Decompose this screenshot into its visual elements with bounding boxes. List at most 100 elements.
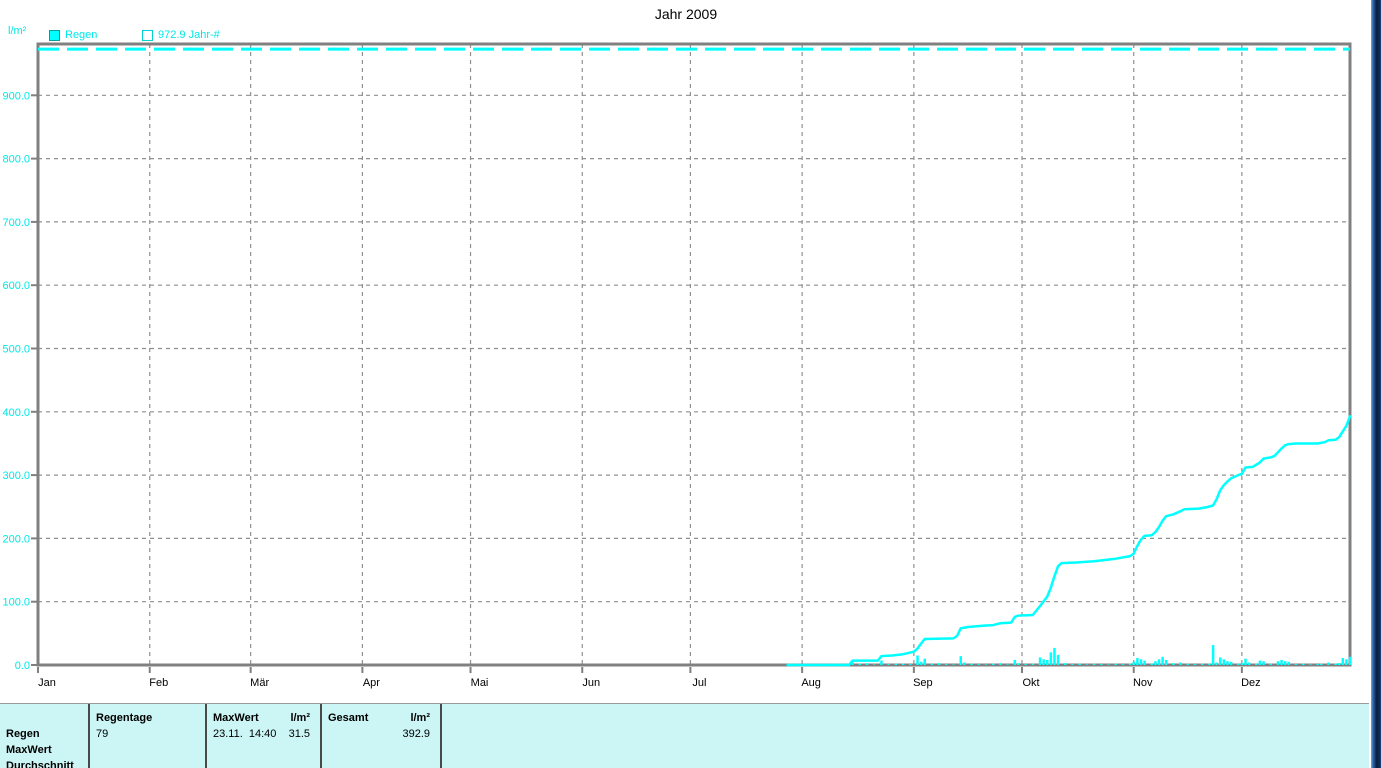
chart-title: Jahr 2009 <box>654 6 718 22</box>
rain-bar <box>1348 656 1352 665</box>
rain-bar <box>1150 663 1154 665</box>
rain-bar <box>916 655 919 665</box>
legend-item-regen[interactable]: Regen <box>49 29 97 41</box>
col-header: Gesamt <box>328 712 369 724</box>
rain-bar <box>1132 661 1136 665</box>
col-header: Regentage <box>96 712 153 724</box>
rain-bar <box>1092 663 1096 665</box>
table-col-maxwert: MaxWert l/m² 23.11. 14:40 31.5 <box>205 704 320 768</box>
rain-bar <box>1161 656 1164 665</box>
rain-bar <box>923 658 926 665</box>
rain-bar <box>1316 664 1319 665</box>
rain-bar <box>1334 663 1337 665</box>
rain-bar <box>894 663 898 665</box>
table-col-empty <box>440 704 1369 768</box>
rain-bar <box>1219 657 1222 665</box>
month-label: Jun <box>582 677 600 689</box>
rain-bar <box>1038 657 1042 665</box>
y-tick-label: 100.0 <box>2 597 30 609</box>
rain-bar <box>1031 663 1035 665</box>
row-label-regen: Regen <box>6 728 40 740</box>
rain-bar <box>1053 647 1056 665</box>
rain-bar <box>1280 659 1283 665</box>
rain-bar <box>1208 663 1211 665</box>
rain-bar <box>1258 660 1262 665</box>
rain-bar <box>858 663 862 665</box>
rain-bar <box>1193 664 1197 665</box>
y-tick-label: 600.0 <box>2 280 30 292</box>
y-axis-unit-label: l/m² <box>8 25 27 37</box>
rain-bar <box>1046 659 1049 665</box>
y-tick-label: 400.0 <box>2 407 30 419</box>
rain-bar <box>1327 662 1330 665</box>
rain-bar <box>1100 664 1103 665</box>
y-tick-label: 200.0 <box>2 533 30 545</box>
legend-swatch-outline-icon <box>142 29 153 41</box>
row-label-maxwert: MaxWert <box>6 744 52 756</box>
rain-bar <box>970 663 973 665</box>
col-value-right: 31.5 <box>288 728 310 740</box>
y-tick-label: 0.0 <box>15 660 30 672</box>
month-label: Apr <box>363 677 380 689</box>
rain-bar <box>1071 664 1074 665</box>
row-label-durchschnitt: Durchschnitt <box>6 760 74 768</box>
rain-bar <box>1064 663 1067 665</box>
rain-bar <box>851 661 854 665</box>
rain-bar <box>1139 659 1143 665</box>
month-label: Mär <box>250 677 269 689</box>
window-right-border <box>1371 0 1381 768</box>
rain-bar <box>1244 658 1247 665</box>
col-unit: l/m² <box>410 712 430 724</box>
legend-label: Regen <box>65 29 98 41</box>
rain-bar <box>1024 664 1027 665</box>
cumulative-rain-line <box>786 415 1352 667</box>
rain-bar <box>1345 659 1348 665</box>
rain-bar <box>952 664 955 665</box>
rain-bar <box>1276 661 1280 665</box>
month-label: Dez <box>1241 677 1261 689</box>
rain-bar <box>1341 658 1345 665</box>
rain-bar <box>873 664 876 665</box>
rain-bar <box>1114 663 1118 665</box>
month-label: Sep <box>913 677 933 689</box>
y-tick-label: 900.0 <box>2 90 30 102</box>
rain-bar <box>1201 663 1204 665</box>
rain-bar <box>1287 661 1291 665</box>
rain-bar <box>865 663 869 665</box>
rain-bar <box>1309 664 1312 665</box>
table-row-labels-column: Regen MaxWert Durchschnitt <box>0 704 88 768</box>
plot-border <box>36 42 1352 667</box>
rain-bar <box>1042 659 1045 665</box>
table-col-gesamt: Gesamt l/m² 392.9 <box>320 704 440 768</box>
col-value: 79 <box>96 728 109 740</box>
rain-bar <box>1143 660 1146 665</box>
rain-bar <box>1269 663 1273 665</box>
col-unit: l/m² <box>290 712 310 724</box>
rain-bar <box>1237 663 1240 665</box>
rain-bar <box>1240 663 1244 665</box>
rain-bar <box>1078 663 1081 665</box>
rain-bar <box>1294 664 1298 665</box>
rain-bar <box>1107 664 1110 665</box>
rain-bar <box>1006 664 1009 665</box>
summary-table: Regen MaxWert Durchschnitt Regentage 79 … <box>0 703 1369 768</box>
rain-bar <box>1337 663 1341 665</box>
month-label: Mai <box>471 677 489 689</box>
col-value: 23.11. 14:40 <box>213 728 277 740</box>
rain-bar <box>1262 661 1265 665</box>
legend-label: 972.9 Jahr-# <box>158 29 220 41</box>
rain-bar <box>1085 664 1089 665</box>
rain-bar <box>1179 662 1182 665</box>
rain-bar <box>1056 654 1060 665</box>
table-col-regentage: Regentage 79 <box>88 704 205 768</box>
col-value-right: 392.9 <box>402 728 430 740</box>
legend-item-jahr-total[interactable]: 972.9 Jahr-# <box>142 29 220 41</box>
rain-bar <box>1247 662 1251 665</box>
rain-bar <box>1319 663 1323 665</box>
rain-bar <box>999 663 1002 665</box>
y-tick-label: 800.0 <box>2 154 30 166</box>
rain-bar <box>1211 645 1215 665</box>
rain-chart: 0.0 100.0 200.0 300.0 400.0 500.0 600.0 700.0 80… <box>2 42 1352 689</box>
rain-bar <box>959 656 963 665</box>
col-header: MaxWert <box>213 712 259 724</box>
